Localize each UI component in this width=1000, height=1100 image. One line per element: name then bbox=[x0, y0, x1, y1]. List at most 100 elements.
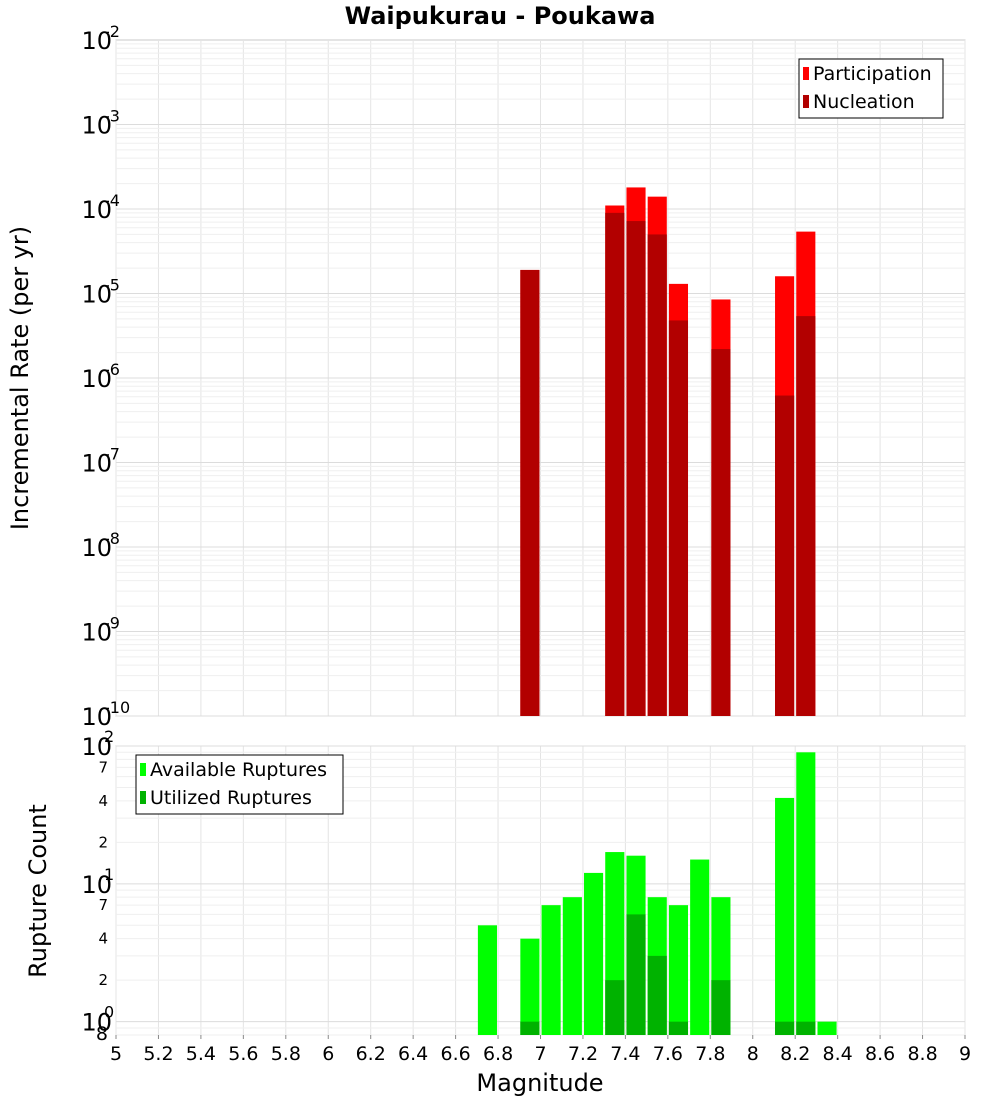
top-y-tick-exponent: -3 bbox=[104, 107, 120, 126]
bar-available bbox=[690, 859, 710, 1035]
top-y-tick-exponent: -10 bbox=[104, 698, 130, 717]
top-y-tick-label: 10 bbox=[81, 703, 112, 731]
legend-label-utilized: Utilized Ruptures bbox=[150, 787, 312, 809]
x-tick-label: 5 bbox=[110, 1043, 122, 1065]
top-y-tick-exponent: -4 bbox=[104, 191, 120, 210]
bottom-y-tick-label: 10 bbox=[81, 733, 112, 761]
bottom-y-tick-label: 10 bbox=[81, 871, 112, 899]
bar-nucleation bbox=[647, 234, 667, 717]
bar-utilized bbox=[796, 1021, 816, 1035]
x-tick-label: 8.6 bbox=[865, 1043, 895, 1065]
bar-available bbox=[668, 905, 689, 1035]
bar-utilized bbox=[647, 955, 667, 1035]
x-tick-label: 5.2 bbox=[143, 1043, 173, 1065]
x-tick-label: 6 bbox=[322, 1043, 334, 1065]
bar-available bbox=[796, 752, 816, 1035]
x-axis-label: Magnitude bbox=[476, 1069, 603, 1097]
x-ticks: 5 5.2 5.4 5.6 5.8 6 6.2 6.4 6.6 6.8 7 7.2 7.4 7.6 7.8 8… bbox=[110, 1035, 971, 1065]
top-y-tick-label: 10 bbox=[81, 196, 112, 224]
top-y-axis-label: Incremental Rate (per yr) bbox=[6, 226, 34, 530]
top-y-tick-exponent: -9 bbox=[104, 614, 120, 633]
bottom-y-minor-tick-label: 4 bbox=[98, 792, 108, 810]
bar-available bbox=[584, 872, 604, 1035]
bottom-y-minor-tick-label: 2 bbox=[98, 971, 108, 989]
legend-swatch-participation bbox=[803, 67, 809, 80]
x-tick-label: 8.8 bbox=[907, 1043, 937, 1065]
bar-available bbox=[477, 925, 497, 1035]
bar-utilized bbox=[520, 1021, 540, 1035]
bar-nucleation bbox=[520, 269, 540, 716]
top-y-tick-label: 10 bbox=[81, 27, 112, 55]
bottom-y-minor-tick-label: 2 bbox=[98, 833, 108, 851]
x-tick-label: 7.2 bbox=[568, 1043, 598, 1065]
top-y-tick-label: 10 bbox=[81, 365, 112, 393]
top-y-tick-exponent: -7 bbox=[104, 445, 120, 464]
bar-nucleation bbox=[775, 395, 795, 716]
top-legend: Participation Nucleation bbox=[798, 58, 944, 119]
bar-utilized bbox=[711, 980, 731, 1035]
legend-label-available: Available Ruptures bbox=[150, 759, 327, 781]
x-tick-label: 5.8 bbox=[271, 1043, 301, 1065]
top-y-tick-exponent: -5 bbox=[104, 276, 120, 295]
bar-nucleation bbox=[796, 316, 816, 716]
bar-available bbox=[520, 938, 540, 1035]
bar-utilized bbox=[605, 980, 625, 1035]
x-tick-label: 6.4 bbox=[398, 1043, 428, 1065]
x-tick-label: 5.6 bbox=[228, 1043, 258, 1065]
chart-title: Waipukurau - Poukawa bbox=[345, 2, 656, 30]
bottom-y-minor-tick-label: 8 bbox=[96, 1023, 108, 1045]
x-tick-label: 8 bbox=[747, 1043, 759, 1065]
x-tick-label: 9 bbox=[959, 1043, 971, 1065]
bar-available bbox=[541, 905, 561, 1035]
top-y-tick-label: 10 bbox=[81, 112, 112, 140]
bar-available bbox=[817, 1021, 837, 1035]
bar-utilized bbox=[668, 1021, 689, 1035]
bottom-y-tick-exponent: 2 bbox=[104, 727, 114, 746]
bar-available bbox=[562, 897, 582, 1035]
bottom-legend-box bbox=[135, 754, 344, 815]
top-y-tick-exponent: -6 bbox=[104, 360, 120, 379]
bottom-y-tick-label: 10 bbox=[81, 1009, 112, 1037]
bottom-legend: Available Ruptures Utilized Ruptures bbox=[135, 754, 344, 815]
legend-swatch-utilized bbox=[140, 791, 146, 804]
x-tick-label: 7.6 bbox=[653, 1043, 683, 1065]
top-gridlines bbox=[115, 40, 966, 717]
x-tick-label: 8.2 bbox=[780, 1043, 810, 1065]
bottom-y-tick-exponent: 0 bbox=[104, 1003, 114, 1022]
legend-label-nucleation: Nucleation bbox=[813, 91, 915, 113]
bar-nucleation bbox=[626, 221, 646, 716]
x-tick-label: 7 bbox=[534, 1043, 546, 1065]
top-y-tick-exponent: -2 bbox=[104, 22, 120, 41]
bar-nucleation bbox=[711, 349, 731, 716]
bottom-y-tick-exponent: 1 bbox=[104, 865, 114, 884]
legend-swatch-nucleation bbox=[803, 95, 809, 108]
top-y-tick-label: 10 bbox=[81, 450, 112, 478]
top-y-tick-label: 10 bbox=[81, 619, 112, 647]
bottom-y-minor-tick-label: 7 bbox=[98, 758, 108, 776]
x-tick-label: 7.8 bbox=[695, 1043, 725, 1065]
bar-nucleation bbox=[605, 212, 625, 716]
top-y-tick-exponent: -8 bbox=[104, 529, 120, 548]
x-tick-label: 8.4 bbox=[823, 1043, 853, 1065]
x-tick-label: 6.8 bbox=[483, 1043, 513, 1065]
top-legend-box bbox=[798, 58, 944, 119]
bar-available bbox=[775, 797, 795, 1035]
bottom-bars bbox=[477, 752, 837, 1035]
bar-utilized bbox=[626, 914, 646, 1035]
top-y-tick-label: 10 bbox=[81, 281, 112, 309]
x-tick-label: 6.2 bbox=[356, 1043, 386, 1065]
x-tick-label: 5.4 bbox=[186, 1043, 216, 1065]
bottom-y-minor-tick-label: 7 bbox=[98, 896, 108, 914]
legend-swatch-available bbox=[140, 763, 146, 776]
x-tick-label: 7.4 bbox=[610, 1043, 640, 1065]
bottom-y-axis-label: Rupture Count bbox=[24, 804, 52, 978]
bar-nucleation bbox=[668, 320, 689, 716]
x-tick-label: 6.6 bbox=[440, 1043, 470, 1065]
legend-label-participation: Participation bbox=[813, 63, 932, 85]
bottom-y-minor-tick-label: 4 bbox=[98, 930, 108, 948]
